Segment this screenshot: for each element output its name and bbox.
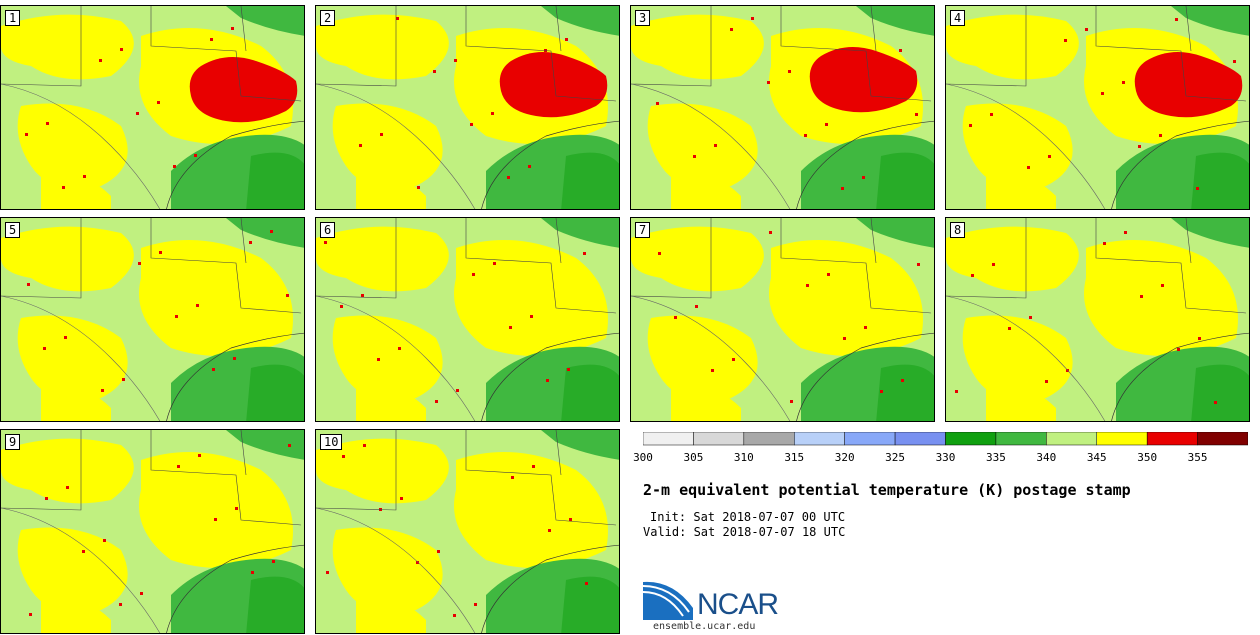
chart-title: 2-m equivalent potential temperature (K)… <box>643 481 1131 499</box>
stamp-map <box>946 218 1249 421</box>
stamp-map <box>316 218 619 421</box>
colorbar-segment <box>995 432 1047 446</box>
colorbar-tick-label: 320 <box>834 451 855 464</box>
stamp-map <box>1 6 304 209</box>
member-label: 8 <box>950 222 966 238</box>
ncar-logo-icon <box>643 581 693 620</box>
stamp-panel-7: 7 <box>630 217 935 422</box>
colorbar <box>643 432 1248 446</box>
colorbar-tick-label: 315 <box>784 451 805 464</box>
colorbar-tick-label: 335 <box>985 451 1006 464</box>
colorbar-tick-label: 300 <box>633 451 653 464</box>
member-label: 3 <box>635 10 651 26</box>
stamp-panel-4: 4 <box>945 5 1250 210</box>
colorbar-tick-label: 330 <box>935 451 956 464</box>
website-url: ensemble.ucar.edu <box>653 621 756 632</box>
colorbar-segment <box>794 432 845 446</box>
stamp-map <box>316 430 619 633</box>
ncar-logo-text: NCAR <box>697 588 779 621</box>
colorbar-tick-label: 305 <box>683 451 704 464</box>
colorbar-segment <box>844 432 896 446</box>
colorbar-segment <box>945 432 997 446</box>
colorbar-segment <box>894 432 946 446</box>
member-label: 5 <box>5 222 21 238</box>
colorbar-segment <box>1197 432 1248 446</box>
colorbar-tick-label: 340 <box>1036 451 1057 464</box>
colorbar-segment <box>1146 432 1198 446</box>
stamp-panel-2: 2 <box>315 5 620 210</box>
stamp-map <box>316 6 619 209</box>
stamp-panel-10: 10 <box>315 429 620 634</box>
member-label: 10 <box>320 434 343 450</box>
stamp-map <box>631 218 934 421</box>
member-label: 6 <box>320 222 336 238</box>
init-time: Init: Sat 2018-07-07 00 UTC <box>650 510 846 524</box>
member-label: 4 <box>950 10 966 26</box>
colorbar-tick-label: 310 <box>733 451 754 464</box>
stamp-map <box>946 6 1249 209</box>
colorbar-segment <box>743 432 795 446</box>
colorbar-segment <box>693 432 745 446</box>
member-label: 1 <box>5 10 21 26</box>
colorbar-tick-label: 350 <box>1137 451 1158 464</box>
stamp-panel-5: 5 <box>0 217 305 422</box>
stamp-panel-9: 9 <box>0 429 305 634</box>
colorbar-segment <box>1096 432 1148 446</box>
colorbar-tick-label: 345 <box>1086 451 1107 464</box>
stamp-panel-3: 3 <box>630 5 935 210</box>
member-label: 2 <box>320 10 336 26</box>
member-label: 7 <box>635 222 651 238</box>
colorbar-segment <box>643 432 694 446</box>
stamp-panel-8: 8 <box>945 217 1250 422</box>
stamp-panel-6: 6 <box>315 217 620 422</box>
stamp-panel-1: 1 <box>0 5 305 210</box>
member-label: 9 <box>5 434 21 450</box>
stamp-map <box>631 6 934 209</box>
stamp-map <box>1 218 304 421</box>
stamp-map <box>1 430 304 633</box>
colorbar-tick-label: 355 <box>1187 451 1208 464</box>
colorbar-segment <box>1046 432 1097 446</box>
valid-time: Valid: Sat 2018-07-07 18 UTC <box>643 525 846 539</box>
colorbar-tick-label: 325 <box>885 451 906 464</box>
